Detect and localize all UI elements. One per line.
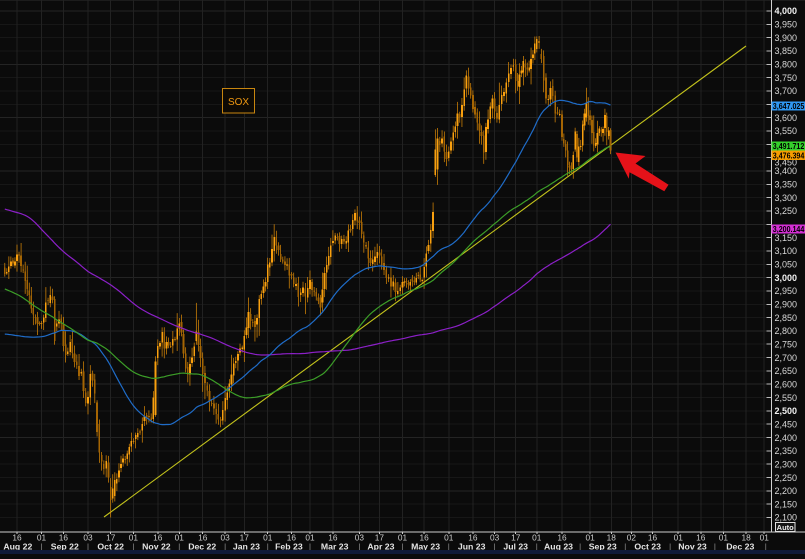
svg-text:2,450: 2,450 xyxy=(775,419,798,429)
svg-text:2,800: 2,800 xyxy=(775,326,798,336)
svg-text:2,600: 2,600 xyxy=(775,379,798,389)
svg-text:3,250: 3,250 xyxy=(775,206,798,216)
svg-text:3,350: 3,350 xyxy=(775,180,798,190)
svg-text:2,350: 2,350 xyxy=(775,446,798,456)
svg-text:2,700: 2,700 xyxy=(775,353,798,363)
svg-text:3,300: 3,300 xyxy=(775,193,798,203)
svg-text:3,150: 3,150 xyxy=(775,233,798,243)
svg-text:3,950: 3,950 xyxy=(775,20,798,30)
svg-text:3,050: 3,050 xyxy=(775,260,798,270)
svg-text:3,600: 3,600 xyxy=(775,113,798,123)
svg-text:2,750: 2,750 xyxy=(775,339,798,349)
svg-text:2,950: 2,950 xyxy=(775,286,798,296)
svg-text:3,800: 3,800 xyxy=(775,60,798,70)
svg-text:3,900: 3,900 xyxy=(775,33,798,43)
svg-text:2,150: 2,150 xyxy=(775,499,798,509)
svg-text:Auto: Auto xyxy=(777,523,794,532)
svg-text:2,650: 2,650 xyxy=(775,366,798,376)
svg-text:3,647.025: 3,647.025 xyxy=(773,101,805,111)
svg-text:4,000: 4,000 xyxy=(775,6,798,16)
svg-text:2,200: 2,200 xyxy=(775,486,798,496)
svg-text:2,850: 2,850 xyxy=(775,313,798,323)
svg-text:3,550: 3,550 xyxy=(775,126,798,136)
svg-text:3,200.144: 3,200.144 xyxy=(773,224,805,234)
svg-text:2,900: 2,900 xyxy=(775,300,798,310)
svg-text:3,400: 3,400 xyxy=(775,166,798,176)
svg-text:3,476.394: 3,476.394 xyxy=(773,151,805,161)
svg-text:2,400: 2,400 xyxy=(775,433,798,443)
svg-text:2,250: 2,250 xyxy=(775,473,798,483)
svg-text:3,850: 3,850 xyxy=(775,46,798,56)
svg-text:2,550: 2,550 xyxy=(775,393,798,403)
svg-text:2,500: 2,500 xyxy=(775,406,798,416)
svg-text:3,750: 3,750 xyxy=(775,73,798,83)
svg-text:2,300: 2,300 xyxy=(775,459,798,469)
svg-text:3,000: 3,000 xyxy=(775,273,798,283)
svg-text:3,700: 3,700 xyxy=(775,86,798,96)
svg-text:3,100: 3,100 xyxy=(775,246,798,256)
svg-text:2,100: 2,100 xyxy=(775,513,798,523)
svg-text:SOX: SOX xyxy=(228,97,249,108)
